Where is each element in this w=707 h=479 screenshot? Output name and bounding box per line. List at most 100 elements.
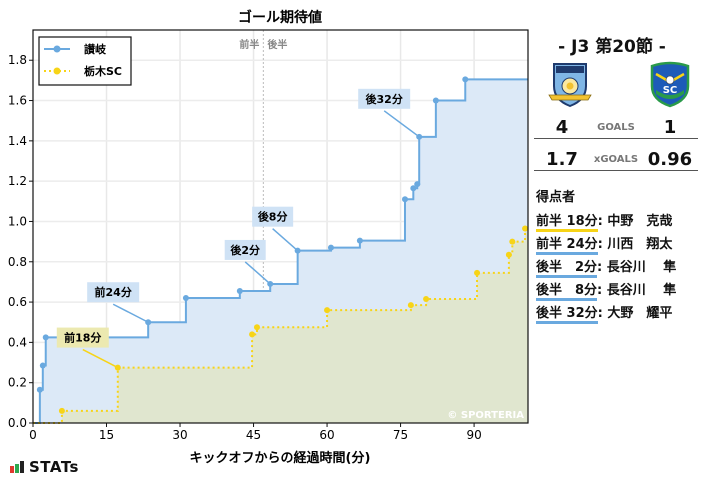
home-team-crest-icon (548, 63, 592, 108)
data-point (522, 225, 529, 232)
series-area (33, 228, 528, 423)
xgoals-label: xGOALS (593, 153, 639, 165)
scorer-item: 後半 2分: 長谷川 隼 (536, 256, 676, 278)
annotation-box (56, 327, 109, 348)
scorers-title: 得点者 (536, 190, 576, 205)
plot-frame (32, 29, 529, 424)
scorer-player: 長谷川 隼 (606, 283, 677, 298)
scorer-player: 中野 克哉 (607, 214, 673, 229)
scorer-time: 前半 18分 (536, 210, 598, 232)
x-tick-label: 60 (319, 428, 334, 442)
annotation-box (252, 206, 294, 227)
scorer-time: 後半 2分 (536, 256, 598, 278)
x-tick-label: 45 (246, 428, 261, 442)
scorer-time: 前半 24分 (536, 233, 598, 255)
scorer-player: 長谷川 隼 (606, 260, 677, 275)
annotation-label: 前24分 (95, 285, 132, 299)
data-point (249, 331, 256, 338)
bar-chart-icon (10, 461, 24, 473)
watermark: © SPORTERIA (447, 410, 524, 421)
y-tick-label: 1.8 (8, 53, 27, 67)
legend-label: 栃木SC (84, 64, 122, 78)
annotation-box (224, 239, 266, 260)
annotation-leader (272, 228, 299, 252)
y-tick-label: 0.8 (8, 255, 27, 269)
x-tick-label: 15 (99, 428, 114, 442)
data-point (401, 196, 408, 203)
annotation-leader (112, 303, 149, 323)
data-point (474, 269, 481, 276)
data-point (462, 76, 469, 83)
y-tick-label: 1.0 (8, 214, 27, 228)
data-point (414, 181, 421, 188)
annotation-label: 前18分 (64, 331, 101, 345)
annotation-box (358, 88, 411, 109)
goals-row: 4 GOALS 1 (534, 116, 698, 139)
data-point (42, 334, 49, 341)
svg-text:SC: SC (663, 85, 678, 96)
data-point (182, 295, 189, 302)
data-point (356, 237, 363, 244)
away-xgoals: 0.96 (647, 148, 693, 170)
stats-brand-logo: STATs (10, 458, 79, 476)
second-half-label: 後半 (267, 38, 287, 51)
annotation-leader (82, 348, 119, 369)
x-tick-label: 30 (172, 428, 187, 442)
y-tick-label: 0.2 (8, 376, 27, 390)
y-tick-label: 1.6 (8, 94, 27, 108)
away-goals: 1 (663, 116, 677, 138)
annotation-box (87, 282, 140, 303)
legend-box (38, 36, 132, 86)
brand-label: STATs (29, 458, 79, 476)
data-point (58, 407, 65, 414)
legend-label: 讃岐 (84, 42, 107, 56)
data-point (407, 302, 414, 309)
legend-marker (53, 67, 61, 75)
legend-marker (53, 45, 61, 53)
home-xgoals: 1.7 (546, 148, 578, 170)
data-point (505, 251, 512, 258)
y-tick-label: 1.2 (8, 174, 27, 188)
data-point (39, 362, 46, 369)
away-team-crest-icon: SC (650, 61, 690, 108)
data-point (36, 386, 43, 393)
match-title: - J3 第20節 - (558, 37, 666, 57)
chart-title: ゴール期待値 (238, 9, 322, 26)
scorer-time: 後半 8分 (536, 279, 598, 301)
data-point (423, 296, 430, 303)
annotation-label: 後8分 (258, 210, 288, 224)
goals-label: GOALS (597, 121, 635, 133)
data-point (509, 238, 516, 245)
data-point (236, 287, 243, 294)
y-tick-label: 1.4 (8, 134, 27, 148)
xgoals-row: 1.7 xGOALS 0.96 (534, 148, 698, 171)
y-tick-label: 0.6 (8, 295, 27, 309)
annotation-leader (244, 261, 271, 285)
y-tick-label: 0.4 (8, 335, 27, 349)
annotation-label: 後32分 (366, 92, 403, 106)
data-point (327, 244, 334, 251)
scorer-time: 後半 32分 (536, 302, 598, 324)
scorer-item: 後半 32分: 大野 耀平 (536, 302, 672, 324)
scorer-item: 後半 8分: 長谷川 隼 (536, 279, 676, 301)
data-point (253, 324, 260, 331)
home-goals: 4 (555, 116, 569, 138)
data-point (432, 97, 439, 104)
scorer-item: 前半 18分: 中野 克哉 (536, 210, 672, 232)
annotation-label: 後2分 (230, 243, 260, 257)
x-axis-label: キックオフからの経過時間(分) (190, 450, 371, 466)
x-tick-label: 75 (393, 428, 408, 442)
scorer-player: 川西 翔太 (607, 237, 673, 252)
data-point (324, 307, 331, 314)
x-tick-label: 90 (466, 428, 481, 442)
data-point (410, 185, 417, 192)
series-line (33, 78, 528, 424)
y-tick-label: 0.0 (8, 416, 27, 430)
first-half-label: 前半 (239, 38, 259, 51)
scorer-player: 大野 耀平 (607, 306, 673, 321)
annotation-leader (383, 110, 420, 138)
scorer-item: 前半 24分: 川西 翔太 (536, 233, 672, 255)
x-tick-label: 0 (29, 428, 37, 442)
